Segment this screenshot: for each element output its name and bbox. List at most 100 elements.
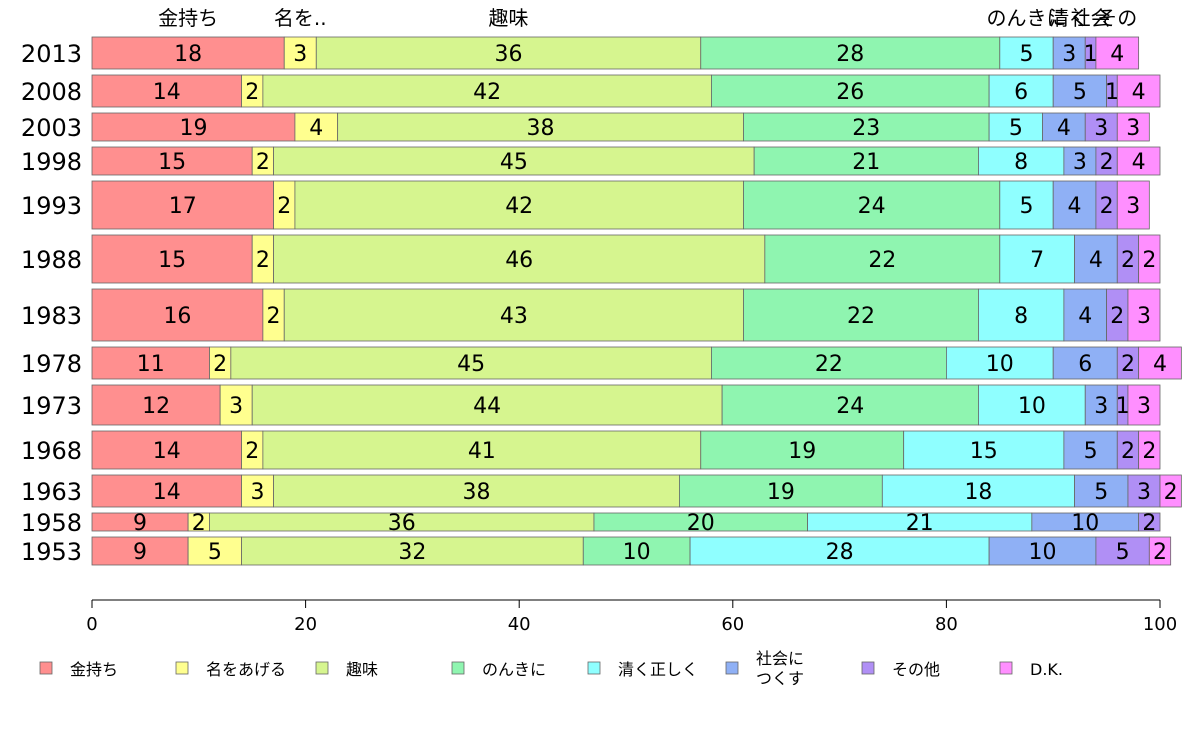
data-label: 4 [1057, 116, 1071, 141]
year-label: 1973 [21, 392, 82, 420]
data-label: 38 [527, 116, 555, 141]
data-label: 2 [1121, 439, 1135, 464]
data-label: 2 [1100, 150, 1114, 175]
legend-label: 金持ち [70, 660, 118, 679]
bar-segment [700, 430, 905, 470]
data-label: 14 [153, 80, 181, 105]
bar-segment [1052, 180, 1097, 230]
bar-segment [1138, 346, 1182, 380]
data-label: 8 [1014, 304, 1028, 329]
data-label: 5 [1094, 480, 1108, 505]
bar-segment [721, 384, 979, 426]
data-label: 19 [788, 439, 816, 464]
bar-segment [241, 536, 584, 566]
year-label: 1988 [21, 246, 82, 274]
bar-segment [91, 346, 210, 380]
bar-segment [1074, 234, 1118, 284]
data-label: 15 [970, 439, 998, 464]
data-label: 2 [256, 248, 270, 273]
bar-segment [1159, 474, 1182, 508]
data-label: 2 [267, 304, 281, 329]
data-label: 42 [473, 80, 501, 105]
data-label: 22 [815, 352, 843, 377]
bar-segment [91, 146, 253, 176]
bar-segment [988, 74, 1054, 108]
legend-swatch [725, 661, 739, 675]
bar-segment [1063, 430, 1118, 470]
data-label: 12 [142, 394, 170, 419]
data-label: 8 [1014, 150, 1028, 175]
legend-swatch [175, 661, 189, 675]
bar-segment [1116, 74, 1161, 108]
data-label: 26 [836, 80, 864, 105]
year-label: 2013 [21, 40, 82, 68]
data-label: 2 [1142, 511, 1156, 536]
top-category-label: 金持ち [158, 6, 218, 30]
data-label: 10 [1029, 540, 1057, 565]
data-label: 4 [1132, 150, 1146, 175]
bar-segment [978, 384, 1086, 426]
bar-segment [91, 536, 189, 566]
data-label: 2 [192, 511, 206, 536]
bar-segment [1116, 112, 1150, 142]
data-label: 7 [1030, 248, 1044, 273]
data-label: 14 [153, 480, 181, 505]
data-label: 2 [1142, 439, 1156, 464]
data-label: 11 [137, 352, 165, 377]
bar-segment [978, 146, 1065, 176]
year-label: 1998 [21, 148, 82, 176]
data-label: 21 [852, 150, 880, 175]
year-label: 2003 [21, 114, 82, 142]
data-label: 2 [256, 150, 270, 175]
data-label: 4 [1089, 248, 1103, 273]
legend-swatch [999, 661, 1013, 675]
bar-segment [262, 74, 712, 108]
data-label: 2 [1142, 248, 1156, 273]
data-label: 5 [1020, 194, 1034, 219]
bar-segment [262, 430, 702, 470]
data-label: 3 [293, 42, 307, 67]
data-label: 42 [505, 194, 533, 219]
data-label: 38 [462, 480, 490, 505]
bar-segment [1127, 384, 1161, 426]
bar-segment [881, 474, 1075, 508]
bar-segment [711, 346, 947, 380]
data-label: 24 [858, 194, 886, 219]
year-label: 2008 [21, 78, 82, 106]
legend-swatch [861, 661, 875, 675]
bar-segment [946, 346, 1054, 380]
data-label: 3 [1137, 304, 1151, 329]
legend-label: のんきに [482, 660, 546, 679]
bar-segment [91, 384, 221, 426]
bar-segment [1042, 112, 1086, 142]
data-label: 9 [133, 540, 147, 565]
legend-swatch [39, 661, 53, 675]
data-label: 5 [1084, 439, 1098, 464]
bar-segment [1127, 474, 1161, 508]
data-label: 5 [1020, 42, 1034, 67]
data-label: 2 [213, 352, 227, 377]
data-label: 10 [1018, 394, 1046, 419]
bar-segment [1084, 112, 1118, 142]
data-label: 16 [163, 304, 191, 329]
data-label: 3 [1126, 194, 1140, 219]
year-label: 1953 [21, 538, 82, 566]
bar-segment [1074, 474, 1129, 508]
legend-label: 名をあげる [206, 660, 286, 679]
legend-label: その他 [892, 660, 940, 679]
data-label: 15 [158, 248, 186, 273]
bar-segment [743, 288, 979, 342]
data-label: 45 [457, 352, 485, 377]
data-label: 21 [906, 511, 934, 536]
data-label: 24 [836, 394, 864, 419]
year-label: 1978 [21, 350, 82, 378]
bar-segment [700, 36, 1001, 70]
data-label: 5 [1116, 540, 1130, 565]
bar-segment [1116, 180, 1150, 230]
data-label: 15 [158, 150, 186, 175]
bar-segment [711, 74, 990, 108]
bar-segment [999, 180, 1054, 230]
top-category-label: のんきに [987, 6, 1067, 30]
legend-swatch [315, 661, 329, 675]
bar-segment [91, 288, 264, 342]
